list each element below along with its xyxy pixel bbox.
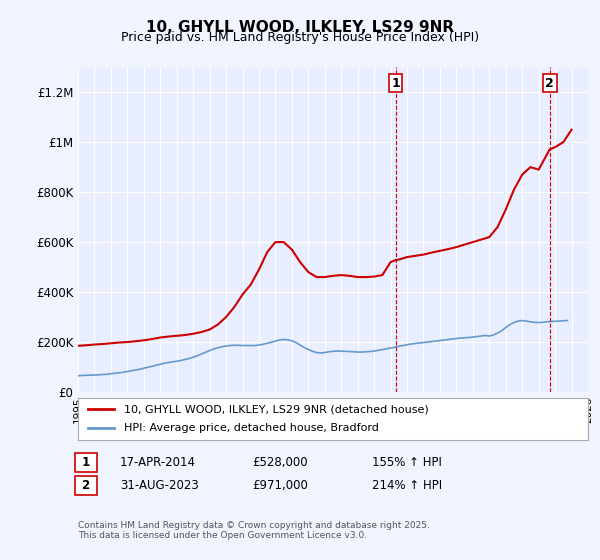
Text: £528,000: £528,000 — [252, 456, 308, 469]
Text: Contains HM Land Registry data © Crown copyright and database right 2025.
This d: Contains HM Land Registry data © Crown c… — [78, 521, 430, 540]
Text: 155% ↑ HPI: 155% ↑ HPI — [372, 456, 442, 469]
Text: 2: 2 — [78, 479, 94, 492]
Text: 10, GHYLL WOOD, ILKLEY, LS29 9NR (detached house): 10, GHYLL WOOD, ILKLEY, LS29 9NR (detach… — [124, 404, 428, 414]
Text: 1: 1 — [391, 77, 400, 90]
Text: 17-APR-2014: 17-APR-2014 — [120, 456, 196, 469]
Text: £971,000: £971,000 — [252, 479, 308, 492]
Text: 2: 2 — [545, 77, 554, 90]
Text: Price paid vs. HM Land Registry's House Price Index (HPI): Price paid vs. HM Land Registry's House … — [121, 31, 479, 44]
Text: 31-AUG-2023: 31-AUG-2023 — [120, 479, 199, 492]
Text: 214% ↑ HPI: 214% ↑ HPI — [372, 479, 442, 492]
Text: 10, GHYLL WOOD, ILKLEY, LS29 9NR: 10, GHYLL WOOD, ILKLEY, LS29 9NR — [146, 20, 454, 35]
Text: HPI: Average price, detached house, Bradford: HPI: Average price, detached house, Brad… — [124, 423, 379, 433]
Text: 1: 1 — [78, 456, 94, 469]
